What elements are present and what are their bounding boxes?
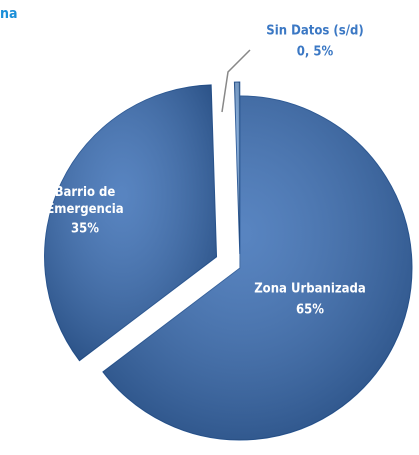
slice-shade — [102, 96, 413, 440]
leader-line — [221, 49, 251, 113]
value-label: 65% — [296, 302, 324, 318]
value-label: 0, 5% — [296, 44, 334, 60]
slice-shade — [44, 84, 217, 361]
chart-title: na — [0, 6, 18, 22]
slice-label: Sin Datos (s/d) — [266, 23, 364, 39]
slice-label: Barrio de Emergencia — [46, 185, 124, 217]
value-label: 35% — [71, 221, 99, 237]
slice-shade — [234, 82, 240, 255]
slice-label: Zona Urbanizada — [254, 281, 366, 297]
